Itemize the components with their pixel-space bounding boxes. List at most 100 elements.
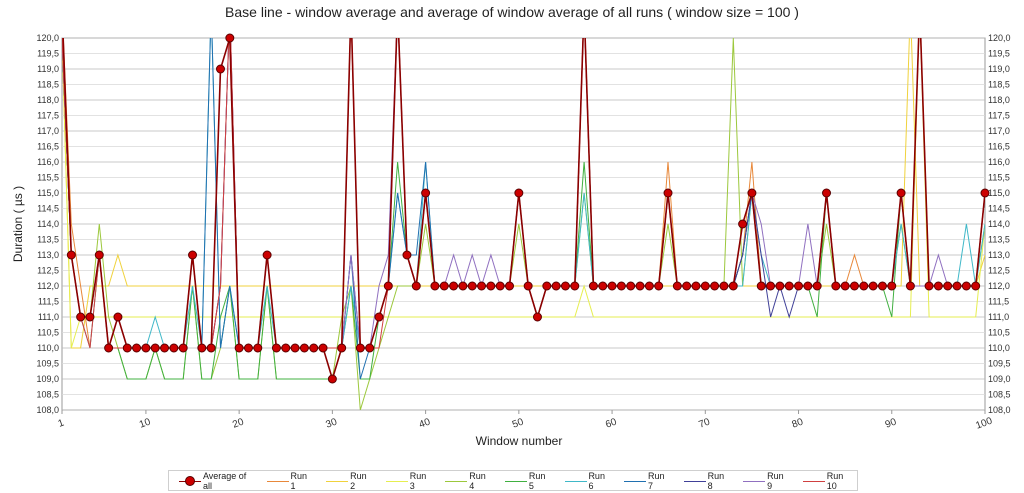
- average-point: [439, 281, 449, 291]
- average-point: [495, 281, 505, 291]
- average-point: [85, 312, 95, 322]
- y-tick-label-left: 111,0: [38, 312, 59, 322]
- average-point: [355, 343, 365, 353]
- average-point: [933, 281, 943, 291]
- y-tick-label-left: 115,0: [37, 188, 59, 198]
- average-point: [160, 343, 170, 353]
- average-point: [961, 281, 971, 291]
- average-point: [281, 343, 291, 353]
- chart-legend: Average of all Run 1 Run 2 Run 3 Run 4 Run 5 R…: [168, 470, 858, 491]
- average-point: [234, 343, 244, 353]
- average-point: [710, 281, 720, 291]
- average-point: [905, 281, 915, 291]
- y-tick-label-left: 109,0: [36, 374, 59, 384]
- average-point: [449, 281, 459, 291]
- legend-item-run-8: Run 8: [683, 471, 730, 491]
- x-tick-label: 20: [231, 416, 246, 430]
- average-point: [150, 343, 160, 353]
- average-point: [104, 343, 114, 353]
- legend-item-run-10: Run 10: [802, 470, 853, 491]
- y-tick-label-left: 115,5: [37, 173, 59, 183]
- y-tick-label-right: 119,0: [988, 64, 1010, 74]
- y-tick-label-right: 109,5: [988, 359, 1011, 369]
- legend-swatch: [326, 476, 349, 486]
- average-point: [877, 281, 887, 291]
- average-point: [663, 188, 673, 198]
- legend-item-run-3: Run 3: [385, 470, 432, 491]
- legend-label: Run 3: [409, 470, 427, 491]
- y-tick-label-right: 118,5: [988, 80, 1010, 90]
- y-tick-label-left: 112,0: [37, 281, 59, 291]
- average-point: [840, 281, 850, 291]
- average-point: [271, 343, 281, 353]
- average-point: [262, 250, 272, 260]
- average-point: [719, 281, 729, 291]
- y-tick-label-left: 111,5: [38, 297, 59, 307]
- y-tick-label-right: 113,0: [988, 250, 1010, 260]
- y-tick-label-left: 113,5: [37, 235, 59, 245]
- legend-label: Run 10: [826, 470, 844, 491]
- y-tick-label-left: 112,5: [37, 266, 59, 276]
- average-point: [971, 281, 981, 291]
- x-tick-label: 80: [791, 416, 806, 430]
- series-line-run-2: [62, 38, 985, 349]
- average-point: [122, 343, 132, 353]
- average-point: [803, 281, 813, 291]
- legend-swatch: [743, 476, 766, 486]
- average-point: [738, 219, 748, 229]
- average-point: [607, 281, 617, 291]
- x-tick-label: 50: [511, 416, 526, 430]
- average-point: [831, 281, 841, 291]
- y-tick-label-left: 119,5: [37, 49, 59, 59]
- legend-swatch: [385, 476, 408, 486]
- y-tick-label-right: 120,0: [988, 33, 1011, 43]
- y-tick-label-left: 119,0: [37, 64, 59, 74]
- average-point: [299, 343, 309, 353]
- average-point: [812, 281, 822, 291]
- y-tick-label-right: 117,0: [988, 126, 1010, 136]
- legend-label: Run 7: [648, 470, 665, 491]
- average-point: [784, 281, 794, 291]
- average-point: [570, 281, 580, 291]
- y-tick-label-right: 108,0: [988, 405, 1011, 415]
- y-tick-label-left: 114,0: [37, 219, 59, 229]
- legend-label: Run 2: [350, 470, 367, 491]
- y-tick-label-left: 118,0: [37, 95, 59, 105]
- average-point: [672, 281, 682, 291]
- average-point: [383, 281, 393, 291]
- average-point: [980, 188, 990, 198]
- average-point: [598, 281, 608, 291]
- y-tick-label-right: 113,5: [988, 235, 1010, 245]
- average-point: [896, 188, 906, 198]
- average-point: [644, 281, 654, 291]
- legend-item-run-6: Run 6: [564, 470, 611, 491]
- average-point: [290, 343, 300, 353]
- y-tick-label-left: 117,0: [37, 126, 59, 136]
- legend-item-average: Average of all: [179, 471, 253, 491]
- legend-swatch: [179, 475, 201, 486]
- x-tick-label: 100: [974, 415, 994, 431]
- legend-label: Run 6: [588, 470, 605, 491]
- average-point: [822, 188, 832, 198]
- legend-item-run-9: Run 9: [743, 471, 789, 491]
- average-point: [365, 343, 375, 353]
- legend-label: Run 4: [469, 470, 486, 491]
- x-axis-label: Window number: [476, 434, 563, 448]
- legend-swatch: [504, 476, 527, 486]
- average-point: [766, 281, 776, 291]
- y-tick-label-right: 116,0: [988, 157, 1010, 167]
- y-tick-label-right: 109,0: [988, 374, 1011, 384]
- x-tick-label: 70: [697, 416, 712, 430]
- average-point: [532, 312, 542, 322]
- y-tick-label-right: 111,0: [988, 312, 1009, 322]
- average-point: [505, 281, 515, 291]
- y-tick-label-left: 117,5: [37, 111, 59, 121]
- average-point: [849, 281, 859, 291]
- average-point: [169, 343, 179, 353]
- legend-item-run-7: Run 7: [624, 471, 670, 491]
- y-tick-label-left: 118,5: [37, 80, 59, 90]
- average-point: [411, 281, 421, 291]
- y-tick-label-right: 119,5: [988, 49, 1010, 59]
- y-tick-label-left: 116,0: [37, 157, 59, 167]
- average-point: [542, 281, 552, 291]
